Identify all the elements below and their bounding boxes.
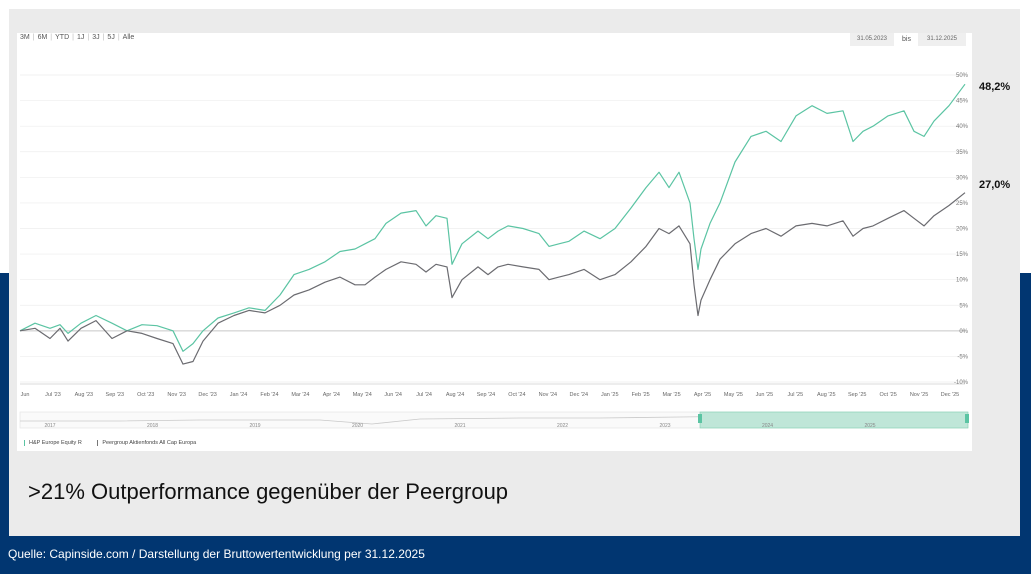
navigator-year-label: 2019 — [249, 423, 260, 429]
x-tick-label: Jul '25 — [787, 392, 803, 398]
y-tick-label: 15% — [956, 252, 969, 258]
date-range-separator: bis — [902, 36, 911, 43]
y-tick-label: 45% — [956, 99, 969, 105]
x-tick-label: Dec '25 — [941, 392, 959, 398]
x-tick-label: Jul '24 — [416, 392, 432, 398]
range-separator: | — [50, 34, 53, 41]
x-tick-label: Aug '25 — [817, 392, 835, 398]
x-tick-label: Sep '25 — [848, 392, 866, 398]
y-tick-label: 30% — [956, 175, 969, 181]
chart-legend: H&P Europe Equity R Peergroup Aktienfond… — [24, 440, 210, 446]
chart-series — [19, 83, 966, 365]
navigator-year-label: 2022 — [557, 423, 568, 429]
x-tick-label: Jan '25 — [601, 392, 619, 398]
y-tick-label: 50% — [956, 73, 969, 79]
peer-end-label: 27,0% — [979, 179, 1011, 191]
range-separator: | — [72, 34, 74, 41]
range-separator: | — [102, 34, 105, 41]
navigator-handle-right[interactable] — [965, 414, 969, 423]
range-button-ytd[interactable]: YTD — [55, 34, 70, 41]
x-tick-label: Oct '23 — [137, 392, 154, 398]
x-tick-label: Jun '24 — [384, 392, 402, 398]
navigator-year-label: 2021 — [454, 423, 465, 429]
x-tick-label: Jun '25 — [756, 392, 774, 398]
x-tick-label: Sep '23 — [106, 392, 124, 398]
chart-grid — [20, 74, 965, 385]
x-tick-label: Mar '25 — [663, 392, 681, 398]
navigator-year-label: 2023 — [659, 423, 670, 429]
range-separator: | — [87, 34, 90, 41]
navigator-year-label: 2024 — [762, 423, 773, 429]
x-tick-label: Mar '24 — [291, 392, 309, 398]
y-tick-label: 20% — [956, 227, 969, 233]
navigator-year-label: 2025 — [864, 423, 875, 429]
x-tick-label: Sep '24 — [477, 392, 495, 398]
x-tick-label: Nov '24 — [539, 392, 557, 398]
x-tick-label: Feb '24 — [260, 392, 278, 398]
headline: >21% Outperformance gegenüber der Peergr… — [28, 479, 509, 504]
x-tick-label: May '24 — [353, 392, 372, 398]
navigator-handle-left[interactable] — [698, 414, 702, 423]
fund-end-label: 48,2% — [979, 81, 1011, 93]
range-button-6m[interactable]: 6M — [37, 34, 48, 41]
x-tick-label: Apr '25 — [694, 392, 711, 398]
navigator-selection — [699, 411, 969, 429]
range-separator: | — [32, 34, 35, 41]
range-button-5j[interactable]: 5J — [107, 34, 115, 41]
source-note: Quelle: Capinside.com / Darstellung der … — [8, 547, 425, 561]
y-axis: -10% -5% 0% 5% 10% 15% 20% 25% 30% 35% 40% 45% 50% — [954, 73, 969, 386]
legend-item-peer[interactable]: Peergroup Aktienfonds All Cap Europa — [97, 440, 197, 446]
x-tick-label: Apr '24 — [323, 392, 340, 398]
date-from-input[interactable]: 31.05.2023 — [850, 33, 894, 46]
x-tick-label: Dec '23 — [198, 392, 216, 398]
x-tick-label: Jan '24 — [230, 392, 248, 398]
x-tick-label: Aug '23 — [75, 392, 93, 398]
x-tick-label: Jul '23 — [45, 392, 61, 398]
range-button-3m[interactable]: 3M — [20, 34, 30, 41]
y-tick-label: 5% — [959, 303, 968, 309]
x-tick-label: Feb '25 — [632, 392, 650, 398]
x-tick-label: Dec '24 — [570, 392, 588, 398]
range-button-alle[interactable]: Alle — [122, 34, 135, 41]
y-tick-label: 35% — [956, 150, 969, 156]
y-tick-label: 25% — [956, 201, 969, 207]
x-tick-label: Oct '24 — [508, 392, 525, 398]
date-to-input[interactable]: 31.12.2025 — [918, 33, 966, 46]
x-tick-label: May '25 — [724, 392, 743, 398]
range-button-3j[interactable]: 3J — [92, 34, 100, 41]
navigator-year-label: 2020 — [352, 423, 363, 429]
x-tick-label: Nov '25 — [910, 392, 928, 398]
navigator-year-label: 2017 — [44, 423, 55, 429]
series-line-fund — [19, 83, 966, 352]
series-line-peer — [19, 192, 966, 365]
range-selector: 3M | 6M | YTD | 1J | 3J | 5J | Alle — [20, 34, 134, 41]
x-tick-label: Oct '25 — [880, 392, 897, 398]
y-tick-label: -5% — [957, 354, 968, 360]
y-tick-label: 40% — [956, 124, 969, 130]
navigator-year-label: 2018 — [147, 423, 158, 429]
y-tick-label: -10% — [954, 380, 969, 386]
x-tick-label: Jun — [21, 392, 30, 398]
chart-area — [17, 33, 972, 451]
navigator: 2017 2018 2019 2020 2021 2022 2023 2024 2025 — [19, 411, 969, 429]
x-tick-label: Aug '24 — [446, 392, 464, 398]
y-tick-label: 0% — [959, 329, 968, 335]
legend-item-fund[interactable]: H&P Europe Equity R — [24, 440, 82, 446]
x-axis: Jun Jul '23 Aug '23 Sep '23 Oct '23 Nov '23 De… — [21, 392, 960, 398]
range-separator: | — [117, 34, 120, 41]
y-tick-label: 10% — [956, 278, 969, 284]
x-tick-label: Nov '23 — [167, 392, 185, 398]
range-button-1j[interactable]: 1J — [76, 34, 85, 41]
